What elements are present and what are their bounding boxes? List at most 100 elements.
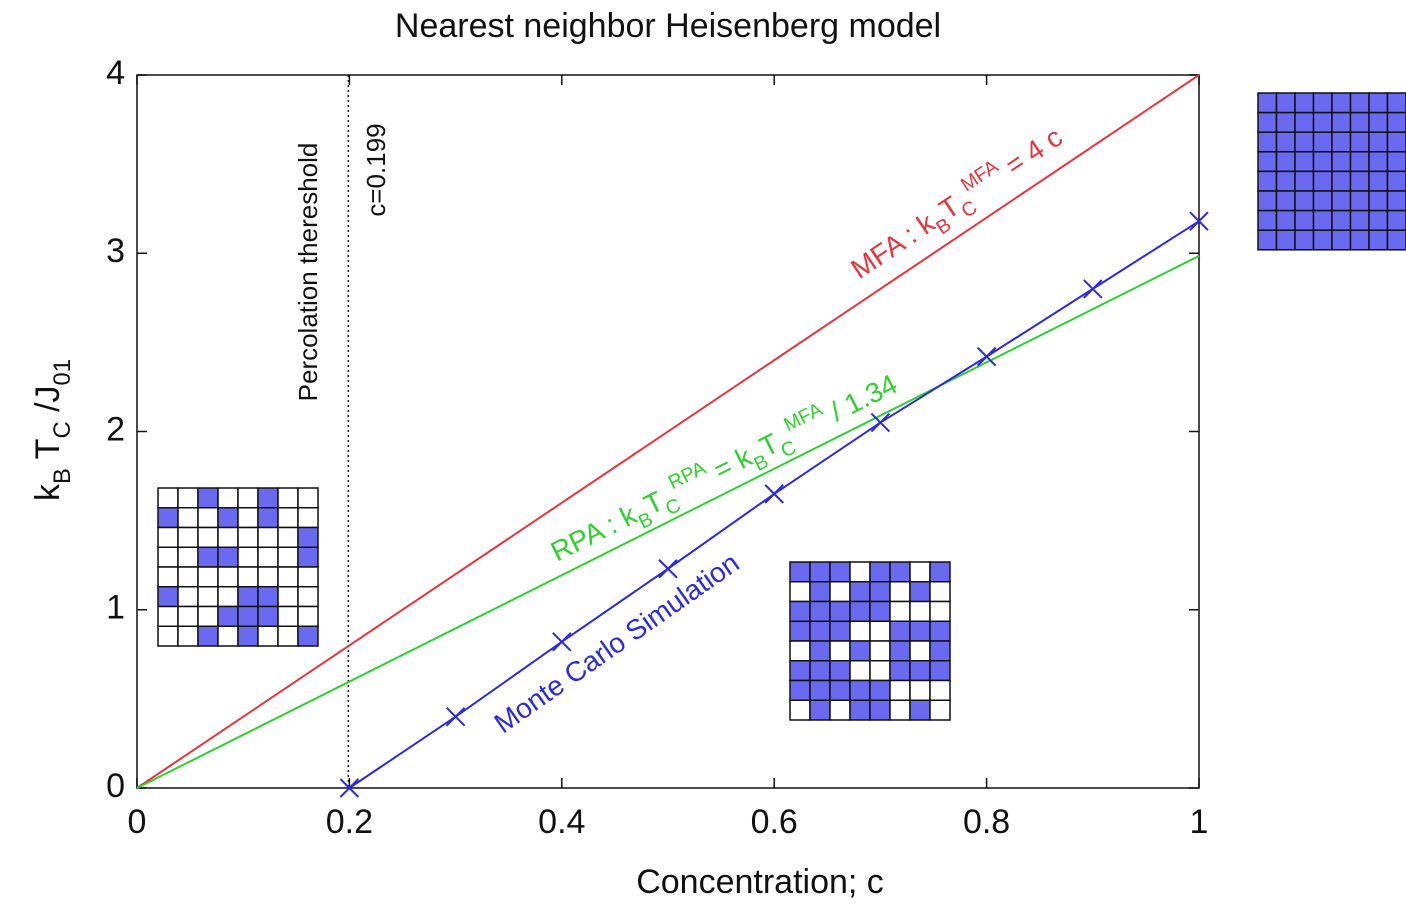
lattice-cell <box>1368 151 1389 173</box>
lattice-cell <box>789 679 811 701</box>
lattice-cell <box>1386 131 1406 153</box>
lattice-cell <box>849 620 871 642</box>
lattice-cell <box>1368 111 1389 133</box>
lattice-cell <box>1331 190 1352 212</box>
lattice-cell <box>197 487 219 509</box>
lattice-cell <box>197 507 219 529</box>
lattice-cell <box>929 600 951 622</box>
lattice-cell <box>1275 229 1296 251</box>
lattice-cell <box>909 620 931 642</box>
x-tick-label: 0.6 <box>751 803 798 841</box>
lattice-cell <box>1331 209 1352 231</box>
lattice-cell <box>1349 92 1370 114</box>
lattice-cell <box>237 605 259 627</box>
lattice-cell <box>157 507 179 529</box>
lattice-cell <box>789 699 811 721</box>
lattice-cell <box>1368 190 1389 212</box>
lattice-cell <box>1349 209 1370 231</box>
lattice-cell <box>277 487 299 509</box>
lattice-cell <box>829 581 851 603</box>
lattice-cell <box>1349 170 1370 192</box>
lattice-cell <box>297 605 319 627</box>
lattice-cell <box>197 586 219 608</box>
lattice-cell <box>929 561 951 583</box>
lattice-cell <box>157 586 179 608</box>
lattice-cell <box>809 581 831 603</box>
lattice-cell <box>1257 229 1278 251</box>
lattice-cell <box>1275 190 1296 212</box>
lattice-cell <box>1368 229 1389 251</box>
lattice-cell <box>829 561 851 583</box>
x-axis-label: Concentration; c <box>636 863 884 901</box>
y-axis-label: kB TC /J01 <box>29 359 76 501</box>
lattice-cell <box>217 507 239 529</box>
lattice-cell <box>197 546 219 568</box>
lattice-cell <box>237 546 259 568</box>
lattice-cell <box>197 566 219 588</box>
lattice-cell <box>889 581 911 603</box>
x-tick-label: 0.2 <box>326 803 373 841</box>
lattice-cell <box>1275 209 1296 231</box>
lattice-cell <box>1331 92 1352 114</box>
series-marker <box>1189 211 1209 231</box>
lattice-cell <box>889 679 911 701</box>
lattice-cell <box>1331 170 1352 192</box>
lattice-cell <box>869 660 891 682</box>
lattice-cell <box>869 620 891 642</box>
lattice-cell <box>297 625 319 647</box>
lattice-cell <box>177 586 199 608</box>
series-marker <box>552 632 572 652</box>
lattice-cell <box>1257 111 1278 133</box>
y-tick-label: 0 <box>106 767 125 805</box>
lattice-cell <box>929 679 951 701</box>
lattice-cell <box>1331 151 1352 173</box>
lattice-cell <box>1312 151 1333 173</box>
lattice-cell <box>277 625 299 647</box>
lattice-cell <box>809 660 831 682</box>
lattice-cell <box>789 640 811 662</box>
lattice-cell <box>277 507 299 529</box>
lattice-cell <box>257 625 279 647</box>
lattice-cell <box>849 640 871 662</box>
lattice-cell <box>1312 131 1333 153</box>
lattice-cell <box>869 679 891 701</box>
lattice-cell <box>789 620 811 642</box>
series-marker <box>870 412 891 433</box>
series-line <box>136 74 1200 789</box>
lattice-cell <box>1294 190 1315 212</box>
lattice-cell <box>869 581 891 603</box>
lattice-cell <box>1257 190 1278 212</box>
lattice-cell <box>929 581 951 603</box>
lattice-cell <box>1294 151 1315 173</box>
lattice-cell <box>809 640 831 662</box>
lattice-cell <box>1257 92 1278 114</box>
y-tick-label: 3 <box>106 232 125 270</box>
lattice-cell <box>1331 229 1352 251</box>
lattice-cell <box>829 600 851 622</box>
x-tick-label: 0.4 <box>538 803 585 841</box>
lattice-cell <box>277 566 299 588</box>
lattice-cell <box>1312 229 1333 251</box>
lattice-cell <box>217 546 239 568</box>
lattice-cell <box>297 586 319 608</box>
text-part: C <box>49 421 76 438</box>
lattice-cell <box>217 566 239 588</box>
percolation-value-label: c=0.199 <box>361 123 391 216</box>
lattice-cell <box>849 699 871 721</box>
text-part: B <box>49 468 76 484</box>
lattice-cell <box>909 600 931 622</box>
lattice-cell <box>889 640 911 662</box>
lattice-cell <box>237 566 259 588</box>
lattice-cell <box>1386 111 1406 133</box>
lattice-cell <box>1312 190 1333 212</box>
lattice-cell <box>1275 170 1296 192</box>
lattice-cell <box>889 660 911 682</box>
lattice-cell <box>889 561 911 583</box>
lattice-cell <box>177 625 199 647</box>
lattice-cell <box>869 640 891 662</box>
text-part: /J <box>29 385 67 421</box>
text-part: 01 <box>49 359 76 385</box>
lattice-cell <box>257 605 279 627</box>
lattice-cell <box>1275 111 1296 133</box>
